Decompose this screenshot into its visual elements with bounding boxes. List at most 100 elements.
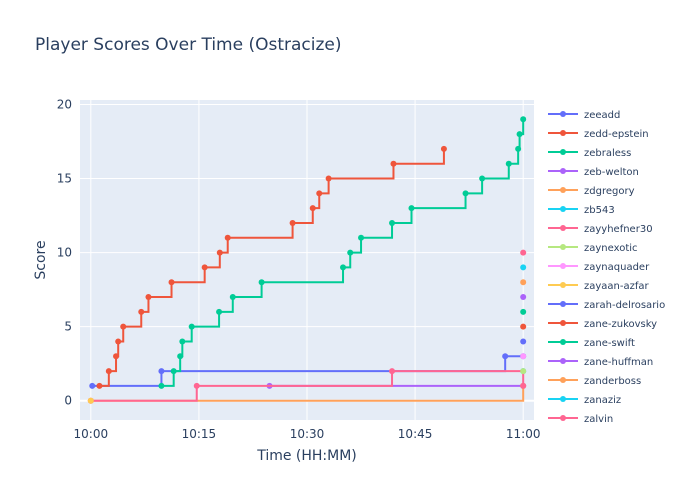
legend-item[interactable]: zeeadd bbox=[548, 110, 620, 121]
data-point[interactable] bbox=[516, 131, 523, 138]
data-point[interactable] bbox=[113, 353, 120, 360]
data-point[interactable] bbox=[520, 308, 527, 315]
x-tick-label: 10:45 bbox=[398, 427, 433, 441]
series-zane-swift bbox=[520, 308, 527, 315]
data-point[interactable] bbox=[358, 234, 365, 241]
legend-swatch-marker bbox=[560, 130, 566, 136]
data-point[interactable] bbox=[520, 279, 527, 286]
legend-swatch-marker bbox=[560, 225, 566, 231]
legend-label: zanderboss bbox=[584, 376, 641, 387]
legend-item[interactable]: zaynexotic bbox=[548, 243, 638, 254]
data-point[interactable] bbox=[520, 338, 527, 345]
data-point[interactable] bbox=[216, 308, 223, 315]
data-point[interactable] bbox=[502, 353, 509, 360]
legend-swatch-marker bbox=[560, 187, 566, 193]
series-zarah-delrosario bbox=[520, 338, 527, 345]
data-point[interactable] bbox=[120, 323, 127, 330]
data-point[interactable] bbox=[193, 382, 200, 389]
data-point[interactable] bbox=[105, 368, 112, 375]
x-tick-label: 10:00 bbox=[74, 427, 109, 441]
legend-swatch-marker bbox=[560, 111, 566, 117]
legend-item[interactable]: zedd-epstein bbox=[548, 129, 649, 140]
data-point[interactable] bbox=[87, 397, 94, 404]
data-point[interactable] bbox=[158, 368, 165, 375]
data-point[interactable] bbox=[216, 249, 223, 256]
legend[interactable]: zeeadd zedd-epstein zebraless zeb-welton zdg… bbox=[548, 110, 665, 425]
series-zanderboss bbox=[520, 279, 527, 286]
data-point[interactable] bbox=[289, 219, 296, 226]
legend-item[interactable]: zeb-welton bbox=[548, 167, 639, 178]
legend-swatch-marker bbox=[560, 358, 566, 364]
legend-item[interactable]: zalvin bbox=[548, 414, 613, 425]
legend-item[interactable]: zayaan-azfar bbox=[548, 281, 650, 292]
legend-item[interactable]: zaynaquader bbox=[548, 262, 650, 273]
legend-item[interactable]: zb543 bbox=[548, 205, 615, 216]
x-tick-label: 10:15 bbox=[182, 427, 217, 441]
y-axis-label: Score bbox=[33, 240, 49, 279]
data-point[interactable] bbox=[520, 368, 527, 375]
data-point[interactable] bbox=[138, 308, 145, 315]
data-point[interactable] bbox=[158, 382, 165, 389]
legend-item[interactable]: zdgregory bbox=[548, 186, 635, 197]
data-point[interactable] bbox=[188, 323, 195, 330]
series-layer bbox=[87, 116, 527, 404]
data-point[interactable] bbox=[515, 145, 522, 152]
data-point[interactable] bbox=[170, 368, 177, 375]
data-point[interactable] bbox=[177, 353, 184, 360]
legend-item[interactable]: zane-zukovsky bbox=[548, 319, 657, 330]
legend-item[interactable]: zanaziz bbox=[548, 395, 621, 406]
legend-swatch-marker bbox=[560, 377, 566, 383]
legend-label: zarah-delrosario bbox=[584, 300, 665, 311]
data-point[interactable] bbox=[201, 264, 208, 271]
data-point[interactable] bbox=[89, 382, 96, 389]
data-point[interactable] bbox=[440, 145, 447, 152]
data-point[interactable] bbox=[520, 264, 527, 271]
data-point[interactable] bbox=[520, 294, 527, 301]
legend-label: zb543 bbox=[584, 205, 615, 216]
y-tick-label: 20 bbox=[57, 97, 72, 111]
data-point[interactable] bbox=[309, 205, 316, 212]
legend-label: zeb-welton bbox=[584, 167, 639, 178]
data-point[interactable] bbox=[390, 160, 397, 167]
data-point[interactable] bbox=[520, 323, 527, 330]
data-point[interactable] bbox=[505, 160, 512, 167]
data-point[interactable] bbox=[145, 294, 152, 301]
legend-item[interactable]: zane-swift bbox=[548, 338, 635, 349]
data-point[interactable] bbox=[179, 338, 186, 345]
series-zebraless bbox=[158, 116, 527, 389]
series-zedd-epstein bbox=[96, 145, 447, 389]
legend-item[interactable]: zanderboss bbox=[548, 376, 641, 387]
legend-item[interactable]: zayyhefner30 bbox=[548, 224, 653, 235]
legend-label: zane-swift bbox=[584, 338, 635, 349]
data-point[interactable] bbox=[462, 190, 469, 197]
data-point[interactable] bbox=[520, 353, 527, 360]
data-point[interactable] bbox=[389, 219, 396, 226]
data-point[interactable] bbox=[96, 382, 103, 389]
data-point[interactable] bbox=[224, 234, 231, 241]
legend-item[interactable]: zarah-delrosario bbox=[548, 300, 665, 311]
data-point[interactable] bbox=[115, 338, 122, 345]
legend-label: zayyhefner30 bbox=[584, 224, 653, 235]
data-point[interactable] bbox=[229, 294, 236, 301]
series-line bbox=[92, 355, 524, 387]
data-point[interactable] bbox=[340, 264, 347, 271]
data-point[interactable] bbox=[347, 249, 354, 256]
data-point[interactable] bbox=[325, 175, 332, 182]
data-point[interactable] bbox=[520, 249, 527, 256]
data-point[interactable] bbox=[168, 279, 175, 286]
legend-label: zeeadd bbox=[584, 110, 620, 121]
data-point[interactable] bbox=[520, 382, 527, 389]
data-point[interactable] bbox=[408, 205, 415, 212]
legend-item[interactable]: zebraless bbox=[548, 148, 631, 159]
data-point[interactable] bbox=[389, 368, 396, 375]
data-point[interactable] bbox=[479, 175, 486, 182]
legend-label: zedd-epstein bbox=[584, 129, 649, 140]
legend-swatch-marker bbox=[560, 244, 566, 250]
data-point[interactable] bbox=[520, 116, 527, 123]
legend-swatch-marker bbox=[560, 149, 566, 155]
legend-swatch-marker bbox=[560, 320, 566, 326]
legend-item[interactable]: zane-huffman bbox=[548, 357, 653, 368]
data-point[interactable] bbox=[258, 279, 265, 286]
data-point[interactable] bbox=[316, 190, 323, 197]
x-tick-label: 11:00 bbox=[506, 427, 541, 441]
